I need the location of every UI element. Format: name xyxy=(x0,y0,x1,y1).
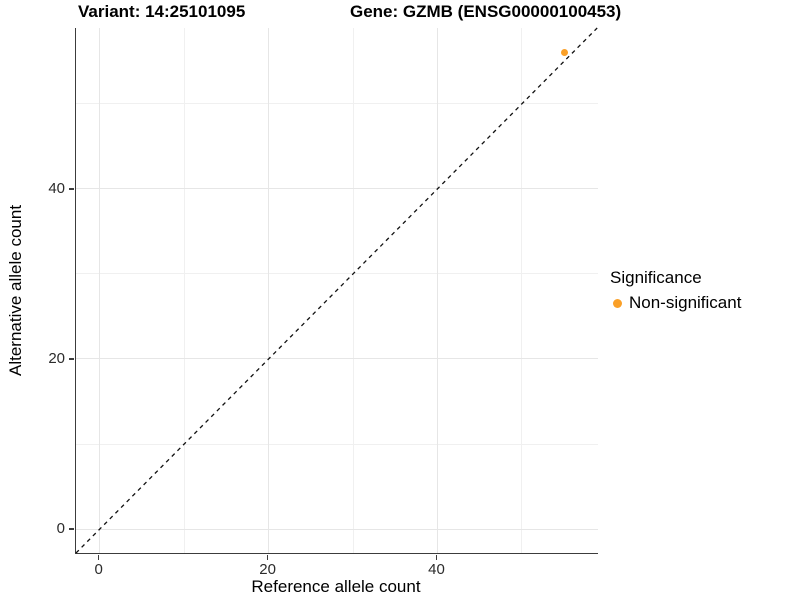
x-major-gridline xyxy=(437,28,438,553)
y-major-gridline xyxy=(76,358,598,360)
y-minor-gridline xyxy=(76,273,598,275)
x-tick-label: 20 xyxy=(259,561,276,578)
x-major-gridline xyxy=(268,28,270,553)
plot-title-gene: Gene: GZMB (ENSG00000100453) xyxy=(350,2,622,21)
y-tick-label: 0 xyxy=(56,520,65,538)
y-tick-mark xyxy=(68,358,74,360)
legend-item-non-significant: Non-significant xyxy=(610,293,741,313)
y-tick-mark xyxy=(68,528,74,530)
plot-panel xyxy=(75,27,598,554)
y-tick-mark xyxy=(68,188,74,190)
legend: Significance Non-significant xyxy=(610,268,741,313)
legend-point-icon xyxy=(613,298,622,308)
x-axis-title: Reference allele count xyxy=(251,577,421,596)
x-tick-mark xyxy=(435,554,438,560)
x-tick-mark xyxy=(266,554,269,560)
x-tick-label: 0 xyxy=(94,561,103,578)
y-minor-gridline xyxy=(76,103,598,105)
y-minor-gridline xyxy=(76,443,598,445)
x-minor-gridline xyxy=(521,28,523,553)
x-major-gridline xyxy=(99,28,101,553)
data-point xyxy=(560,49,568,57)
legend-title: Significance xyxy=(610,268,702,287)
x-minor-gridline xyxy=(183,28,185,553)
y-axis-title: Alternative allele count xyxy=(6,204,25,377)
x-minor-gridline xyxy=(352,28,354,553)
plot-title-variant: Variant: 14:25101095 xyxy=(78,2,246,21)
legend-item-label: Non-significant xyxy=(629,293,742,312)
identity-dashed-line xyxy=(75,27,598,554)
x-tick-label: 40 xyxy=(428,561,445,578)
y-major-gridline xyxy=(76,528,598,530)
y-tick-label: 20 xyxy=(48,349,65,367)
x-tick-mark xyxy=(97,554,100,560)
y-tick-label: 40 xyxy=(48,179,65,197)
y-major-gridline xyxy=(76,188,598,190)
